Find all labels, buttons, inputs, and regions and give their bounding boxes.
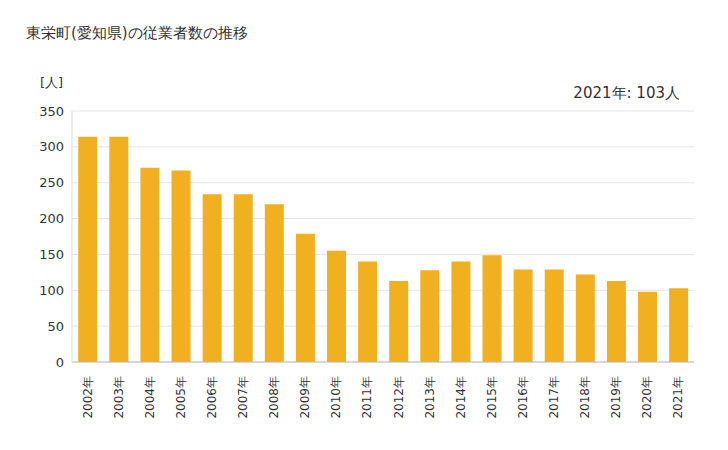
svg-text:2017年: 2017年 [547,376,561,419]
svg-text:2019年: 2019年 [609,376,623,419]
svg-text:250: 250 [39,175,64,190]
svg-text:200: 200 [39,211,64,226]
svg-text:2020年: 2020年 [640,376,654,419]
svg-text:2013年: 2013年 [423,376,437,419]
svg-text:2018年: 2018年 [578,376,592,419]
svg-text:2012年: 2012年 [392,376,406,419]
svg-text:2011年: 2011年 [360,376,374,419]
svg-text:2006年: 2006年 [205,376,219,419]
html-text:2021年: 103人: 2021年: 103人 [573,84,680,102]
svg-text:2005年: 2005年 [174,376,188,419]
svg-text:2003年: 2003年 [112,376,126,419]
html-text:[人]: [人] [40,75,64,90]
svg-text:2004年: 2004年 [143,376,157,419]
svg-text:50: 50 [47,319,64,334]
svg-text:300: 300 [39,139,64,154]
svg-text:150: 150 [39,247,64,262]
html-text:東栄町(愛知県)の従業者数の推移: 東栄町(愛知県)の従業者数の推移 [26,24,248,42]
svg-text:2008年: 2008年 [267,376,281,419]
svg-text:2016年: 2016年 [516,376,530,419]
svg-text:2010年: 2010年 [329,376,343,419]
svg-text:350: 350 [39,104,64,119]
svg-text:2015年: 2015年 [485,376,499,419]
svg-text:100: 100 [39,283,64,298]
svg-text:2007年: 2007年 [236,376,250,419]
svg-text:2014年: 2014年 [454,376,468,419]
svg-text:0: 0 [56,355,64,370]
svg-text:2002年: 2002年 [81,376,95,419]
svg-text:2009年: 2009年 [298,376,312,419]
svg-text:2021年: 2021年 [671,376,685,419]
